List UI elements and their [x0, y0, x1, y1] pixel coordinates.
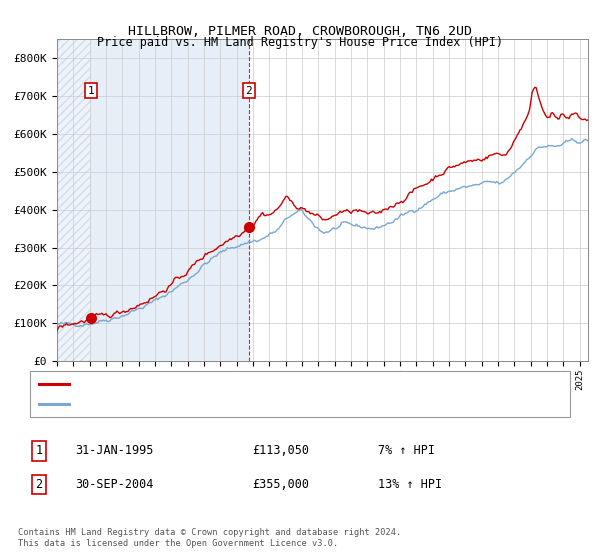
Text: HPI: Average price, detached house, Wealden: HPI: Average price, detached house, Weal…	[75, 399, 333, 409]
Bar	[57, 39, 91, 361]
Text: 13% ↑ HPI: 13% ↑ HPI	[378, 478, 442, 491]
Text: 1: 1	[88, 86, 94, 96]
Text: £113,050: £113,050	[252, 444, 309, 458]
Text: Price paid vs. HM Land Registry's House Price Index (HPI): Price paid vs. HM Land Registry's House …	[97, 36, 503, 49]
Text: 1: 1	[35, 444, 43, 458]
Text: 7% ↑ HPI: 7% ↑ HPI	[378, 444, 435, 458]
Text: 30-SEP-2004: 30-SEP-2004	[75, 478, 154, 491]
Text: HILLBROW, PILMER ROAD, CROWBOROUGH, TN6 2UD (detached house): HILLBROW, PILMER ROAD, CROWBOROUGH, TN6 …	[75, 379, 435, 389]
Text: Contains HM Land Registry data © Crown copyright and database right 2024.
This d: Contains HM Land Registry data © Crown c…	[18, 528, 401, 548]
Text: £355,000: £355,000	[252, 478, 309, 491]
Text: 31-JAN-1995: 31-JAN-1995	[75, 444, 154, 458]
Text: 2: 2	[245, 86, 253, 96]
Text: HILLBROW, PILMER ROAD, CROWBOROUGH, TN6 2UD: HILLBROW, PILMER ROAD, CROWBOROUGH, TN6 …	[128, 25, 472, 38]
Text: 2: 2	[35, 478, 43, 491]
Bar	[91, 39, 249, 361]
